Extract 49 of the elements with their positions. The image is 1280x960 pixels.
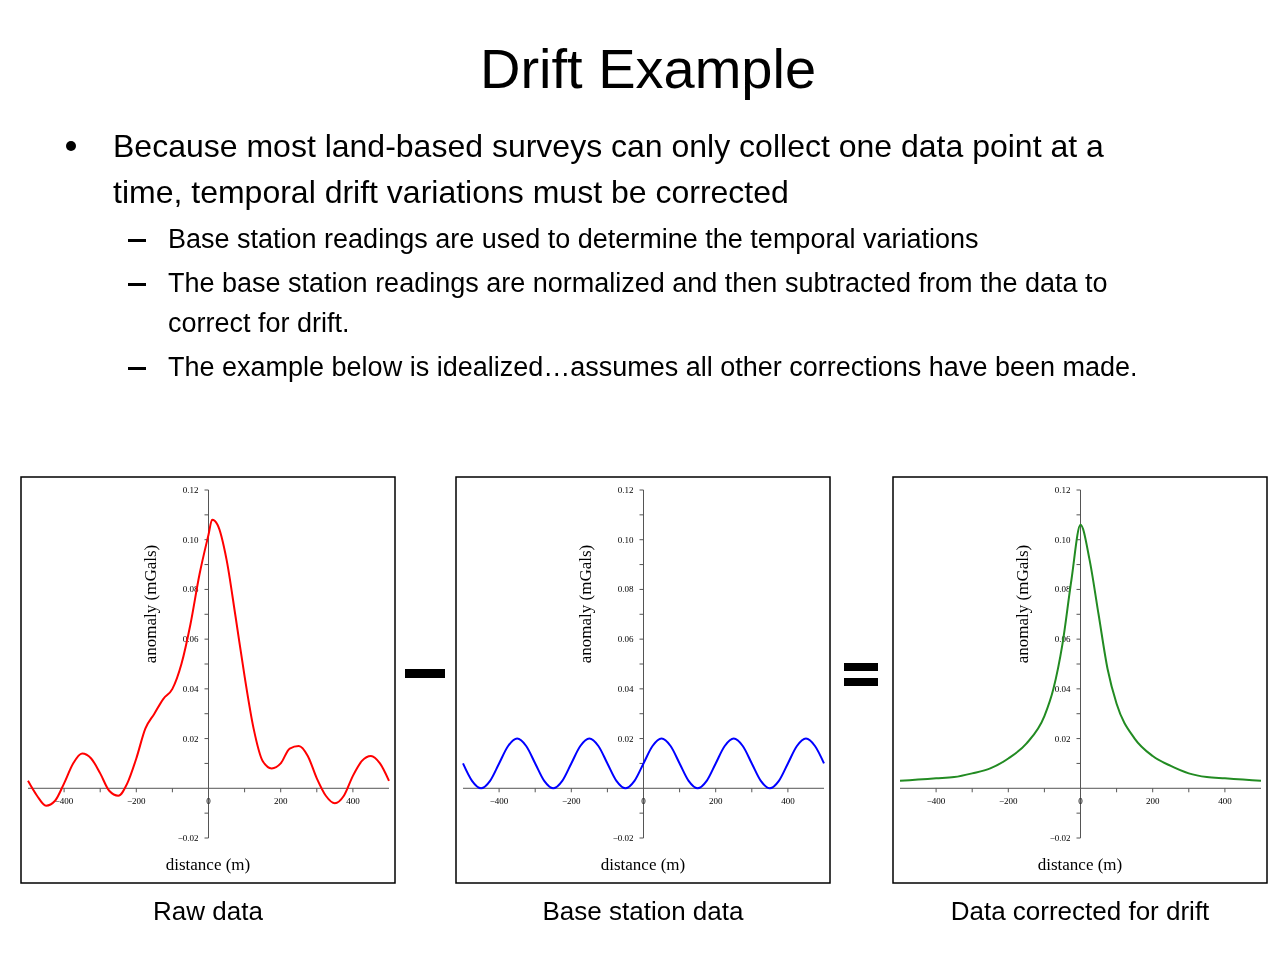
x-tick-label: 0 [206, 796, 212, 807]
line-series [462, 737, 825, 790]
y-axis-title: anomaly (mGals) [1013, 544, 1032, 664]
y-tick-label: 0.10 [1054, 534, 1071, 545]
x-tick-label: −400 [926, 796, 946, 807]
y-tick-label: 0.06 [617, 634, 634, 645]
text: Drift Example [479, 37, 817, 100]
x-axis-title: distance (m) [1037, 855, 1123, 874]
y-tick-label: 0.12 [1054, 485, 1071, 495]
x-tick-label: −200 [127, 796, 147, 807]
y-tick-label: 0.10 [617, 534, 634, 545]
x-tick-label: 0 [1078, 796, 1084, 807]
x-tick-label: 400 [1218, 796, 1233, 807]
x-tick-label: 400 [346, 796, 361, 807]
text: Data corrected for drift [950, 896, 1211, 926]
y-tick-label: −0.02 [1049, 833, 1071, 843]
y-tick-label: 0.04 [1054, 683, 1071, 694]
text: Raw data [153, 896, 264, 926]
y-axis-title: anomaly (mGals) [576, 544, 595, 664]
x-tick-label: −400 [489, 796, 509, 807]
y-tick-label: 0.02 [182, 733, 199, 744]
x-tick-label: 0 [641, 796, 647, 807]
y-tick-label: 0.02 [617, 733, 634, 744]
x-tick-label: 400 [781, 796, 796, 807]
x-tick-label: 200 [708, 796, 723, 807]
line-series [899, 523, 1262, 782]
x-tick-label: −400 [54, 796, 74, 807]
y-tick-label: 0.08 [617, 584, 634, 595]
text: The example below is idealized…assumes all other corrections have been made. [168, 351, 1138, 384]
text: Because most land-based surveys can only collect one data point at a time, temporal drift variations must be corrected [113, 127, 1105, 212]
line-series [27, 518, 390, 807]
y-tick-label: 0.12 [182, 485, 199, 495]
y-tick-label: 0.12 [617, 485, 634, 495]
text: The base station readings are normalized and then subtracted from the data to correct for drift. [168, 267, 1109, 340]
text: Base station readings are used to determine the temporal variations [168, 223, 979, 256]
y-tick-label: 0.04 [182, 683, 199, 694]
x-tick-label: 200 [273, 796, 288, 807]
x-axis-title: distance (m) [600, 855, 686, 874]
y-axis-title: anomaly (mGals) [141, 544, 160, 664]
x-tick-label: −200 [999, 796, 1019, 807]
y-tick-label: 0.10 [182, 534, 199, 545]
x-axis-title: distance (m) [165, 855, 251, 874]
y-tick-label: −0.02 [177, 833, 199, 843]
text: Base station data [542, 896, 744, 926]
y-tick-label: 0.02 [1054, 733, 1071, 744]
x-tick-label: 200 [1145, 796, 1160, 807]
x-tick-label: −200 [562, 796, 582, 807]
y-tick-label: 0.04 [617, 683, 634, 694]
y-tick-label: −0.02 [612, 833, 634, 843]
